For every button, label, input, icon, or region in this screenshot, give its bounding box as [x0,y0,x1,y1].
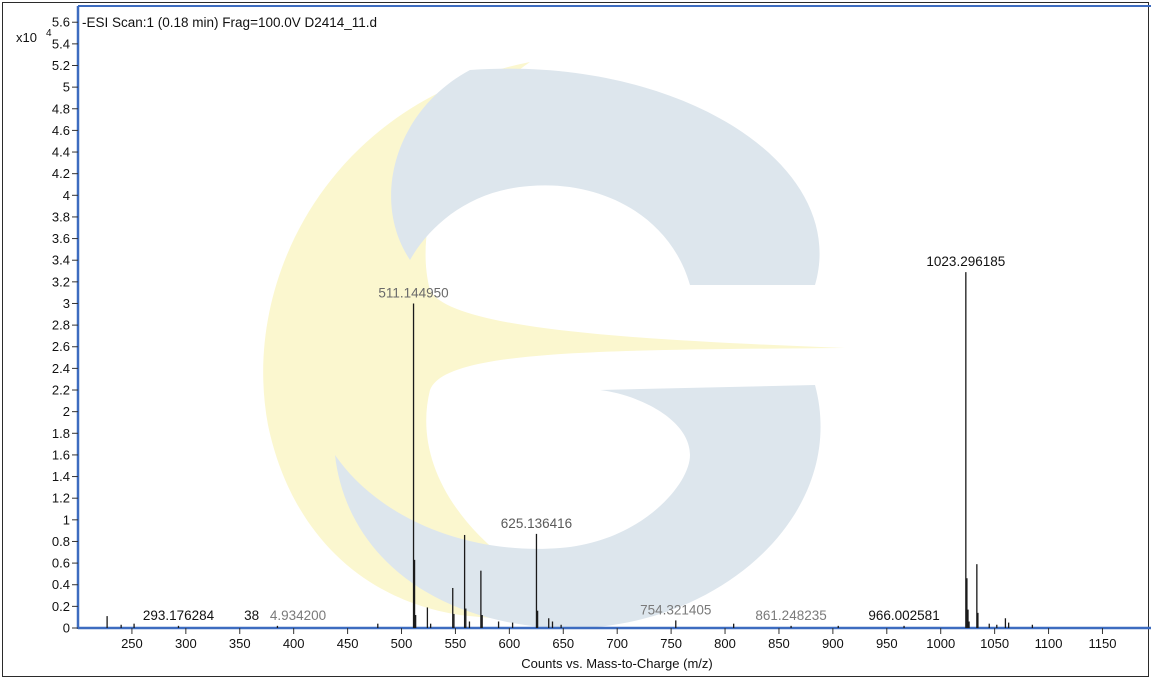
x-tick-label: 750 [660,636,682,651]
peak-label: 4.934200 [270,608,326,623]
x-tick-label: 250 [121,636,143,651]
peak-label: 1023.296185 [926,254,1005,269]
peak-label: 861.248235 [755,608,826,623]
y-tick-label: 0 [63,621,70,636]
y-tick-label: 2 [63,404,70,419]
scan-title: -ESI Scan:1 (0.18 min) Frag=100.0V D2414… [82,15,377,30]
y-tick-label: 5.6 [52,15,70,30]
x-tick-label: 500 [391,636,413,651]
y-tick-label: 0.2 [52,599,70,614]
peak-label: 966.002581 [868,608,939,623]
x-tick-label: 900 [822,636,844,651]
plot-axes [76,5,1151,630]
x-axis-ticks: 250 300 350 400 450 500 550 600 650 700 750 800 850 9… [121,628,1116,651]
y-axis-ticks: 0 0.2 0.4 0.6 0.8 1 1.2 1.4 1.6 1.8 2 2.2 2.4 2.6 2.8 3… [52,15,78,636]
x-tick-label: 550 [445,636,467,651]
x-tick-label: 600 [499,636,521,651]
y-tick-label: 4.6 [52,123,70,138]
x-tick-label: 400 [283,636,305,651]
y-tick-label: 1.2 [52,491,70,506]
x-tick-label: 350 [229,636,251,651]
x-tick-label: 950 [876,636,898,651]
y-tick-label: 0.4 [52,577,70,592]
y-tick-label: 1.6 [52,447,70,462]
peak-label: 293.176284 [143,608,215,623]
y-tick-label: 1.4 [52,469,70,484]
spectrum-peaks [106,272,1034,628]
y-tick-label: 0.6 [52,556,70,571]
y-tick-label: 3.6 [52,231,70,246]
y-tick-label: 1 [63,512,70,527]
x-tick-label: 1150 [1088,636,1116,651]
y-tick-label: 5.2 [52,58,70,73]
peak-annotations: 511.144950 1023.296185 625.136416 293.17628… [143,254,1005,623]
x-tick-label: 450 [337,636,359,651]
y-tick-label: 2.6 [52,339,70,354]
y-tick-label: 5.4 [52,36,70,51]
watermark-blue-top [391,68,820,285]
y-tick-label: 0.8 [52,534,70,549]
y-tick-label: 2.2 [52,383,70,398]
peak-label: 754.321405 [640,602,711,617]
peak-label: 38 [244,608,259,623]
watermark-blue-bottom [335,385,821,629]
y-tick-label: 2.4 [52,361,70,376]
x-tick-label: 650 [552,636,574,651]
x-tick-label: 700 [606,636,628,651]
x-tick-label: 300 [175,636,197,651]
peak-label: 511.144950 [378,285,448,300]
y-tick-label: 4.4 [52,145,70,160]
x-tick-label: 800 [714,636,736,651]
y-tick-label: 3.4 [52,253,70,268]
y-tick-label: 4 [63,188,70,203]
y-tick-label: 4.2 [52,166,70,181]
x-tick-label: 850 [768,636,790,651]
y-multiplier-base: x10 [16,30,37,45]
x-tick-label: 1100 [1035,636,1063,651]
y-multiplier-exponent: 4 [46,28,52,39]
x-tick-label: 1050 [980,636,1009,651]
watermark-logo [263,62,845,629]
y-tick-label: 1.8 [52,426,70,441]
y-tick-label: 3.8 [52,209,70,224]
y-tick-label: 2.8 [52,318,70,333]
y-tick-label: 3 [63,296,70,311]
peak-label: 625.136416 [501,516,572,531]
y-tick-label: 5 [63,80,70,95]
y-tick-label: 3.2 [52,274,70,289]
x-tick-label: 1000 [926,636,955,651]
x-axis-title: Counts vs. Mass-to-Charge (m/z) [521,656,712,671]
y-tick-label: 4.8 [52,101,70,116]
